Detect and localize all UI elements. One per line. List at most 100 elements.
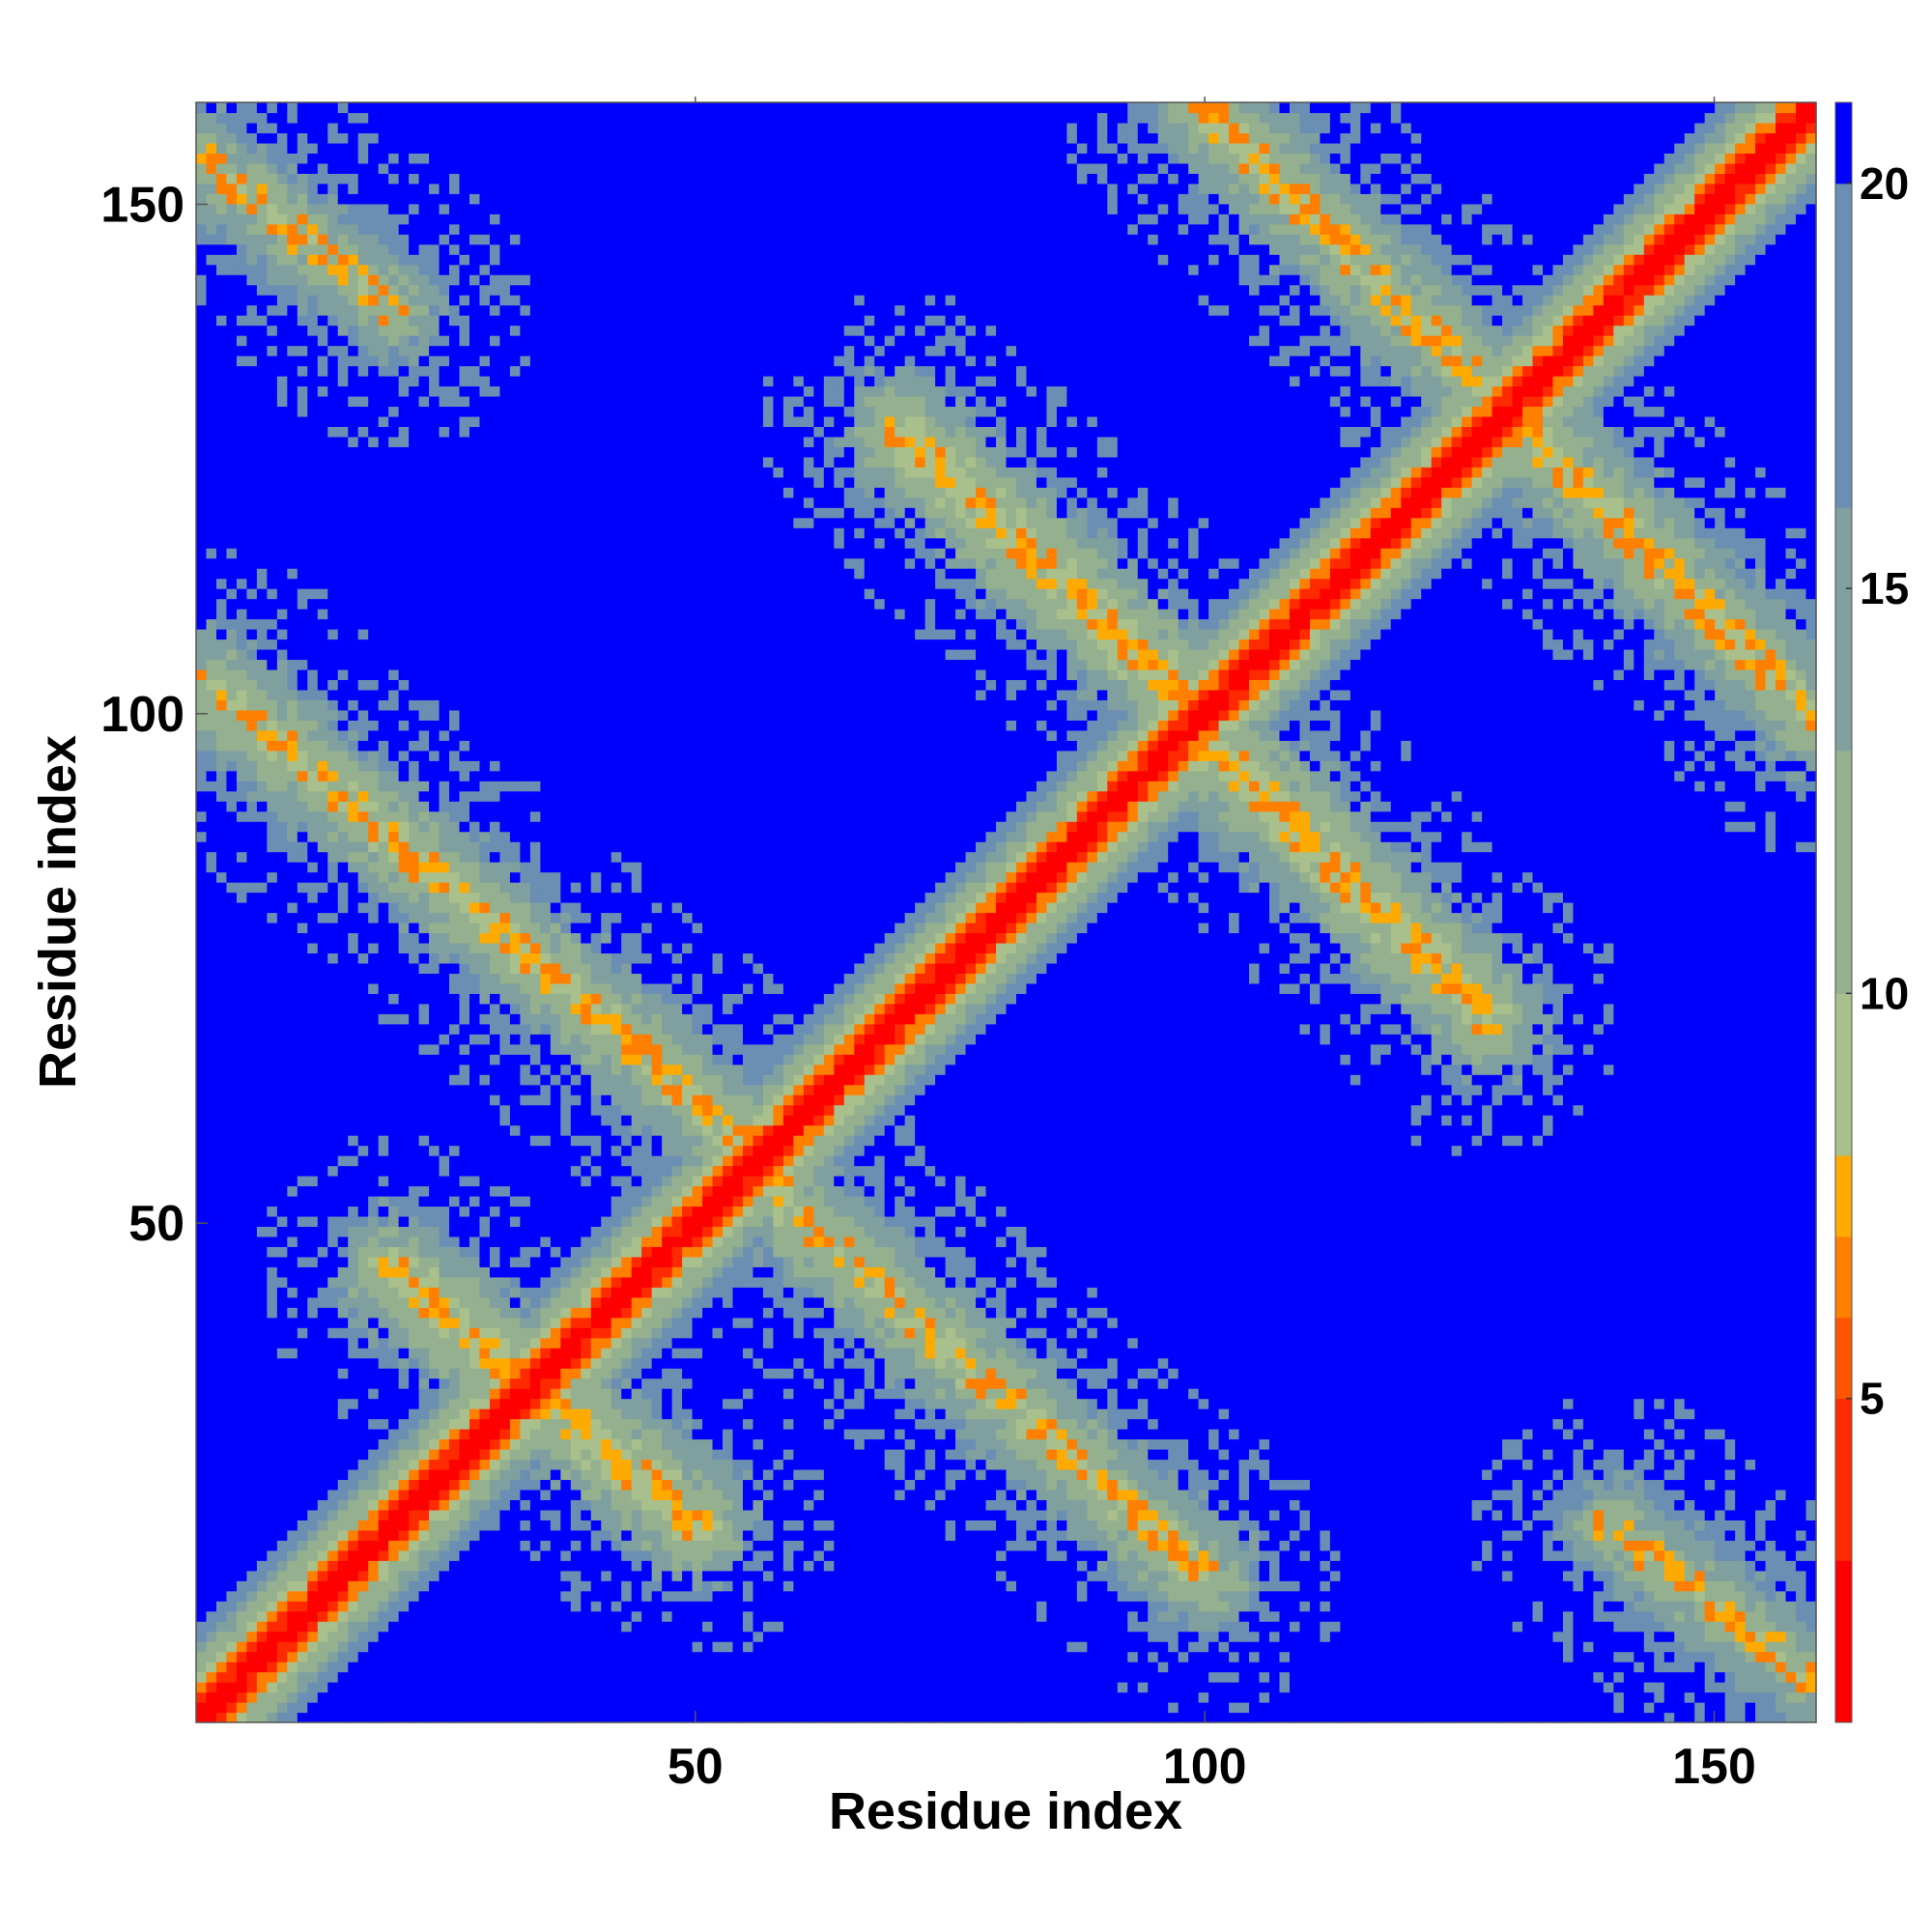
heatmap-cell bbox=[439, 1682, 450, 1693]
heatmap-cell bbox=[499, 578, 511, 589]
heatmap-cell bbox=[215, 1560, 228, 1572]
heatmap-cell bbox=[337, 709, 349, 721]
heatmap-cell bbox=[276, 1580, 288, 1592]
heatmap-cell bbox=[378, 1094, 389, 1106]
heatmap-cell bbox=[297, 770, 308, 781]
heatmap-cell bbox=[246, 1185, 258, 1197]
heatmap-cell bbox=[348, 456, 359, 468]
heatmap-cell bbox=[297, 1449, 308, 1461]
heatmap-cell bbox=[479, 295, 491, 306]
heatmap-cell bbox=[276, 922, 288, 934]
heatmap-cell bbox=[215, 648, 228, 661]
heatmap-cell bbox=[499, 557, 511, 569]
heatmap-cell bbox=[206, 1549, 217, 1561]
heatmap-cell bbox=[196, 1195, 208, 1208]
heatmap-cell bbox=[459, 831, 470, 842]
heatmap-cell bbox=[409, 973, 420, 984]
heatmap-cell bbox=[327, 1348, 339, 1359]
heatmap-cell bbox=[429, 993, 440, 1005]
heatmap-cell bbox=[409, 639, 420, 650]
heatmap-cell bbox=[509, 1388, 521, 1400]
heatmap-cell bbox=[236, 1610, 248, 1622]
heatmap-cell bbox=[348, 668, 359, 681]
heatmap-cell bbox=[267, 548, 278, 559]
heatmap-cell bbox=[236, 790, 248, 802]
heatmap-cell bbox=[429, 102, 440, 114]
heatmap-cell bbox=[509, 1540, 521, 1551]
heatmap-cell bbox=[499, 446, 511, 458]
heatmap-cell bbox=[388, 193, 400, 205]
heatmap-cell bbox=[348, 203, 359, 214]
heatmap-cell bbox=[398, 142, 410, 155]
heatmap-cell bbox=[236, 395, 248, 408]
heatmap-cell bbox=[196, 1226, 208, 1237]
heatmap-cell bbox=[469, 1479, 481, 1491]
heatmap-cell bbox=[236, 750, 248, 761]
heatmap-cell bbox=[337, 183, 349, 194]
heatmap-cell bbox=[297, 264, 308, 275]
heatmap-cell bbox=[327, 1276, 339, 1288]
heatmap-cell bbox=[479, 1185, 491, 1197]
heatmap-cell bbox=[459, 537, 470, 549]
heatmap-cell bbox=[226, 446, 238, 458]
heatmap-cell bbox=[368, 284, 380, 296]
heatmap-cell bbox=[196, 831, 208, 842]
heatmap-cell bbox=[368, 1176, 380, 1187]
heatmap-cell bbox=[226, 213, 238, 225]
heatmap-cell bbox=[459, 1296, 470, 1308]
heatmap-cell bbox=[479, 1064, 491, 1075]
heatmap-cell bbox=[469, 1276, 481, 1288]
heatmap-cell bbox=[459, 993, 470, 1005]
heatmap-cell bbox=[317, 173, 328, 185]
heatmap-cell bbox=[327, 668, 339, 681]
heatmap-cell bbox=[479, 527, 491, 539]
heatmap-cell bbox=[276, 355, 288, 367]
heatmap-cell bbox=[317, 203, 328, 214]
heatmap-cell bbox=[479, 1013, 491, 1025]
heatmap-cell bbox=[409, 203, 420, 214]
heatmap-cell bbox=[368, 1206, 380, 1217]
heatmap-cell bbox=[327, 1094, 339, 1106]
heatmap-cell bbox=[206, 1246, 217, 1258]
heatmap-cell bbox=[287, 648, 298, 661]
heatmap-cell bbox=[226, 1621, 238, 1633]
heatmap-cell bbox=[439, 609, 450, 620]
heatmap-cell bbox=[489, 912, 501, 923]
heatmap-cell bbox=[409, 1499, 420, 1511]
heatmap-cell bbox=[297, 507, 308, 519]
heatmap-cell bbox=[196, 1621, 208, 1633]
heatmap-cell bbox=[317, 1215, 328, 1228]
heatmap-cell bbox=[348, 1115, 359, 1126]
heatmap-cell bbox=[297, 1124, 308, 1136]
heatmap-cell bbox=[267, 912, 278, 923]
heatmap-cell bbox=[469, 1712, 481, 1723]
heatmap-cell bbox=[439, 355, 450, 367]
heatmap-cell bbox=[206, 456, 217, 468]
heatmap-cell bbox=[236, 153, 248, 164]
heatmap-cell bbox=[378, 1115, 389, 1126]
heatmap-cell bbox=[459, 699, 470, 711]
heatmap-cell bbox=[256, 993, 268, 1005]
heatmap-cell bbox=[398, 1074, 410, 1086]
heatmap-cell bbox=[276, 548, 288, 559]
heatmap-cell bbox=[215, 790, 228, 802]
heatmap-cell bbox=[357, 243, 369, 255]
heatmap-cell bbox=[215, 598, 228, 610]
heatmap-cell bbox=[479, 325, 491, 336]
heatmap-cell bbox=[388, 1549, 400, 1561]
heatmap-cell bbox=[317, 1135, 328, 1147]
heatmap-cell bbox=[378, 729, 389, 741]
heatmap-cell bbox=[357, 1691, 369, 1703]
heatmap-cell bbox=[206, 1429, 217, 1440]
heatmap-cell bbox=[246, 1145, 258, 1156]
heatmap-cell bbox=[287, 1307, 298, 1319]
heatmap-cell bbox=[226, 1195, 238, 1208]
heatmap-cell bbox=[215, 1499, 228, 1511]
heatmap-cell bbox=[276, 1408, 288, 1420]
heatmap-cell bbox=[439, 1165, 450, 1177]
heatmap-cell bbox=[357, 365, 369, 377]
heatmap-cell bbox=[499, 1570, 511, 1581]
heatmap-cell bbox=[489, 1408, 501, 1420]
heatmap-cell bbox=[499, 1256, 511, 1267]
heatmap-cell bbox=[388, 1236, 400, 1247]
